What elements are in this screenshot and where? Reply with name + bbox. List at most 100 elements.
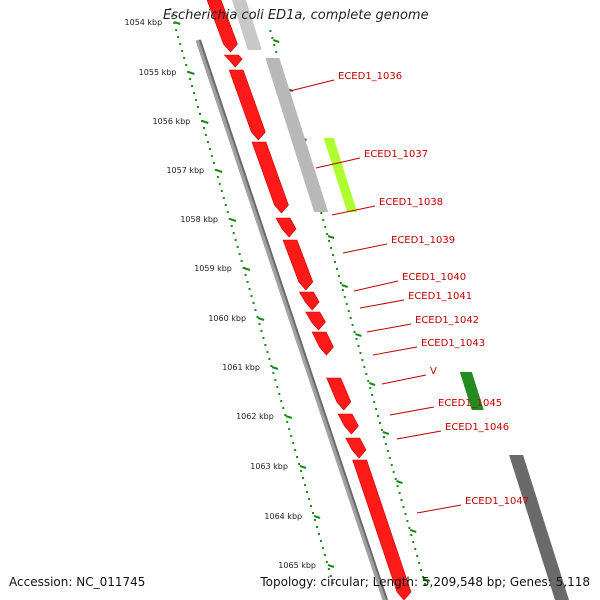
gene-label[interactable]: ECED1_1039 [391,235,455,246]
ruler-dot [242,267,245,269]
ruler-dot [363,366,366,368]
gene-leader-line [342,243,388,254]
gene-label[interactable]: ECED1_1038 [379,197,443,208]
forward-gene-arrow [282,239,314,291]
ruler-tick [272,39,280,43]
ruler-dot [284,414,287,416]
ruler-dot [306,491,309,493]
gene-label[interactable]: ECED1_1045 [438,398,502,409]
ruler-dot [246,281,249,283]
gene-label[interactable]: ECED1_1047 [465,496,529,507]
ruler-dot [266,351,269,353]
ruler-dot [414,548,417,550]
accession-text: Accession: NC_011745 [9,575,146,589]
ruler-dot [282,407,285,409]
ruler-dot [238,253,241,255]
ruler-dot [216,176,219,178]
ruler-dot [206,141,209,143]
ruler-tick-label: 1061 kbp [222,363,260,372]
ruler-tick [341,284,349,288]
ruler-dot [375,408,378,410]
forward-gene-arrow [305,311,326,331]
ruler-dot [177,36,180,38]
ruler-dot [392,471,395,473]
ruler-dot [300,470,303,472]
forward-gene-arrow [326,377,352,411]
highlighted-gene-block [323,138,358,212]
ruler-dot [214,169,217,171]
ruler-dot [204,134,207,136]
ruler-tick-label: 1063 kbp [250,462,288,471]
forward-gene-arrow [223,54,243,68]
ruler-tick [201,120,209,124]
ruler-dot [250,295,253,297]
ruler-dot [222,197,225,199]
ruler-dot [272,372,275,374]
ruler-dot [319,540,322,542]
ruler-dot [218,183,221,185]
ruler-dot [321,547,324,549]
ruler-dot [420,569,423,571]
ruler-dot [226,211,229,213]
ruler-dot [270,365,273,367]
ruler-dot [345,303,348,305]
reverse-gene-block [232,0,262,50]
ruler-tick-label: 1057 kbp [166,166,204,175]
ruler-dot [377,415,380,417]
gene-label[interactable]: ECED1_1042 [415,315,479,326]
ruler-tick-label: 1062 kbp [236,412,274,421]
ruler-dot [332,254,335,256]
ruler-dot [361,359,364,361]
ruler-dot [230,225,233,227]
ruler-dot [330,247,333,249]
ruler-dot [294,449,297,451]
highlighted-gene-block [459,372,484,410]
gene-label[interactable]: ECED1_1040 [402,272,466,283]
gene-leader-line [331,205,376,216]
ruler-dot [256,316,259,318]
ruler-dot [187,71,190,73]
gene-leader-line [381,374,427,385]
ruler-dot [181,50,184,52]
ruler-dot [351,324,354,326]
ruler-dot [288,428,291,430]
gene-label[interactable]: ECED1_1036 [338,71,402,82]
gene-label[interactable]: ECED1_1046 [445,422,509,433]
ruler-dot [171,15,174,17]
gene-label[interactable]: ECED1_1037 [364,149,428,160]
ruler-dot [244,274,247,276]
ruler-tick [355,333,362,337]
ruler-dot [337,275,340,277]
forward-gene-arrow [298,291,320,311]
gene-label[interactable]: V [430,366,437,377]
ruler-tick-label: 1058 kbp [180,215,218,224]
forward-gene-arrow [311,331,334,356]
gene-labels: ECED1_1036 ECED1_1037 ECED1_1038 ECED1_1039… [289,71,529,514]
ruler-dot [278,393,281,395]
ruler-tick-label: 1056 kbp [153,117,191,126]
ruler-dot [268,358,271,360]
gene-leader-line [315,157,361,169]
ruler-dot [212,162,215,164]
ruler-dot [412,541,415,543]
ruler-dot [274,379,277,381]
ruler-dot [386,450,389,452]
forward-gene-arrow [251,141,289,214]
ruler-tick [396,480,403,484]
gene-leader-line [353,280,399,292]
gene-label[interactable]: ECED1_1041 [408,291,472,302]
ruler-tick-label: 1055 kbp [139,68,177,77]
reverse-gene-block [265,58,329,212]
ruler-dot [328,240,331,242]
ruler-dot [260,330,263,332]
ruler-dot [228,218,231,220]
ruler-dot [183,57,186,59]
ruler-dot [200,120,203,122]
ruler-tick [271,366,279,370]
gene-label[interactable]: ECED1_1043 [421,338,485,349]
ruler-tick [327,564,335,568]
ruler-tick [382,431,390,435]
ruler-dot [343,296,346,298]
ruler-dot [208,148,211,150]
ruler-dot [327,568,330,570]
